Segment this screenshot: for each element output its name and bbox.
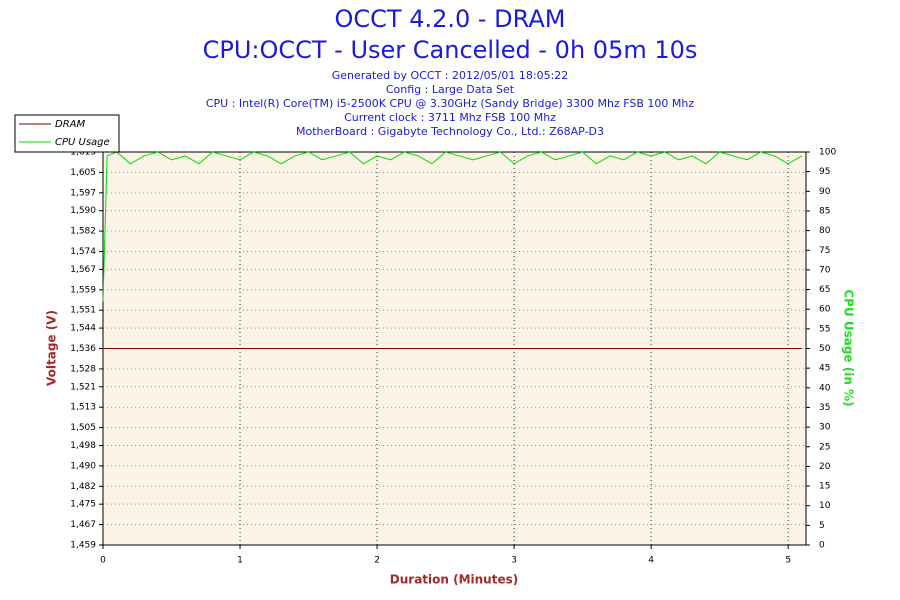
subtitle: MotherBoard : Gigabyte Technology Co., L…	[296, 125, 604, 138]
y-tick-label: 1,475	[70, 500, 96, 510]
y-tick-label: 1,605	[70, 168, 96, 178]
y2-tick-label: 95	[819, 167, 830, 177]
legend-box	[14, 114, 120, 153]
y-tick-label: 1,597	[70, 188, 96, 198]
x-tick-label: 0	[100, 556, 106, 566]
y2-tick-label: 45	[819, 364, 830, 374]
y2-tick-label: 60	[819, 305, 831, 315]
x-tick-label: 2	[374, 556, 380, 566]
y2-tick-label: 15	[819, 482, 830, 492]
subtitle: CPU : Intel(R) Core(TM) i5-2500K CPU @ 3…	[206, 97, 694, 110]
y2-tick-label: 50	[819, 344, 831, 354]
y2-tick-label: 75	[819, 246, 830, 256]
y-tick-label: 1,459	[70, 541, 96, 551]
y2-tick-label: 20	[819, 462, 831, 472]
y-tick-label: 1,536	[70, 344, 96, 354]
y2-tick-label: 30	[819, 423, 831, 433]
x-tick-label: 1	[237, 556, 243, 566]
y2-tick-label: 0	[819, 541, 825, 551]
y-tick-label: 1,551	[70, 306, 96, 316]
y-axis-label: Voltage (V)	[45, 310, 59, 386]
y2-tick-label: 40	[819, 383, 831, 393]
y2-tick-label: 70	[819, 265, 831, 275]
chart-title: OCCT 4.2.0 - DRAM	[335, 5, 566, 33]
y2-tick-label: 5	[819, 521, 825, 531]
subtitle: Config : Large Data Set	[386, 83, 515, 96]
y-tick-label: 1,490	[70, 461, 96, 471]
y-tick-label: 1,513	[70, 403, 96, 413]
y2-tick-label: 100	[819, 148, 836, 158]
subtitle: Generated by OCCT : 2012/05/01 18:05:22	[332, 69, 569, 82]
y-tick-label: 1,567	[70, 265, 96, 275]
subtitle: Current clock : 3711 Mhz FSB 100 Mhz	[344, 111, 556, 124]
x-tick-label: 5	[785, 556, 791, 566]
x-axis-label: Duration (Minutes)	[390, 573, 518, 587]
y-tick-label: 1,590	[70, 206, 96, 216]
x-tick-label: 4	[648, 556, 654, 566]
y-tick-label: 1,559	[70, 285, 96, 295]
x-tick-label: 3	[511, 556, 517, 566]
y2-tick-label: 35	[819, 403, 830, 413]
y2-tick-label: 90	[819, 187, 831, 197]
y2-tick-label: 80	[819, 226, 831, 236]
y2-tick-label: 65	[819, 285, 830, 295]
y2-tick-label: 10	[819, 501, 831, 511]
y-tick-label: 1,467	[70, 520, 96, 530]
y-tick-label: 1,505	[70, 423, 96, 433]
chart-title: CPU:OCCT - User Cancelled - 0h 05m 10s	[203, 36, 698, 64]
data-line	[102, 151, 803, 302]
y2-axis-label: CPU Usage (in %)	[842, 289, 856, 406]
y2-tick-label: 55	[819, 324, 830, 334]
y-tick-label: 1,574	[70, 247, 96, 257]
y-tick-label: 1,521	[70, 382, 96, 392]
y-tick-label: 1,498	[70, 441, 96, 451]
legend-label: DRAM	[55, 119, 85, 130]
y2-tick-label: 85	[819, 206, 830, 216]
y-tick-label: 1,528	[70, 364, 96, 374]
y-tick-label: 1,482	[70, 482, 96, 492]
legend-label: CPU Usage	[55, 137, 110, 148]
y-tick-label: 1,544	[70, 324, 96, 334]
y2-tick-label: 25	[819, 442, 830, 452]
y-tick-label: 1,582	[70, 227, 96, 237]
